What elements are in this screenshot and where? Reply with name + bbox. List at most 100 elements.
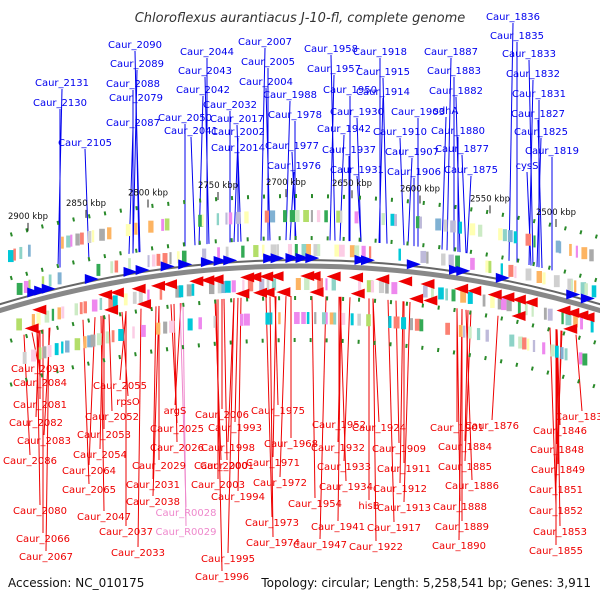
feature-box-3 xyxy=(270,312,273,325)
feature-box-3 xyxy=(325,312,328,325)
gene-label-bottom: Caur_1924 xyxy=(352,423,406,434)
forward-gene-arrow xyxy=(295,253,310,264)
gene-label-top: Caur_1976 xyxy=(267,161,321,172)
feature-box-3 xyxy=(314,312,317,325)
connector-top xyxy=(446,57,452,251)
feature-box-1 xyxy=(368,246,372,259)
gene-label-bottom: Caur_1932 xyxy=(311,443,365,454)
gene-label-bottom: Caur_1889 xyxy=(435,522,489,533)
feature-box-0 xyxy=(148,220,154,233)
feature-box-0 xyxy=(225,212,228,225)
gene-label-bottom: Caur_2082 xyxy=(9,418,63,429)
feature-box-2 xyxy=(159,287,163,300)
feature-box-3 xyxy=(61,341,64,354)
connector-bottom xyxy=(399,301,404,484)
gene-label-top: Caur_2089 xyxy=(110,59,164,70)
feature-box-3 xyxy=(409,318,414,331)
feature-box-2 xyxy=(44,310,50,323)
feature-box-2 xyxy=(208,282,215,295)
gene-label-top: Caur_1931 xyxy=(330,165,384,176)
feature-box-1 xyxy=(147,255,150,268)
forward-gene-arrow xyxy=(566,289,581,300)
reverse-gene-arrow xyxy=(375,274,390,285)
feature-box-2 xyxy=(147,289,150,302)
feature-box-2 xyxy=(423,285,428,298)
feature-box-1 xyxy=(361,245,366,258)
accession-label: Accession: NC_010175 xyxy=(8,576,144,590)
connector-top xyxy=(289,171,295,241)
gene-label-bottom: Caur_1890 xyxy=(432,541,486,552)
feature-box-2 xyxy=(431,286,434,299)
feature-box-1 xyxy=(156,253,161,266)
connector-top xyxy=(466,175,472,254)
feature-box-1 xyxy=(470,257,475,270)
feature-box-3 xyxy=(419,319,424,332)
scale-tick-label: 2500 kbp xyxy=(536,208,576,218)
feature-box-3 xyxy=(42,346,47,359)
connector-bottom xyxy=(372,298,377,542)
feature-box-1 xyxy=(553,275,560,288)
feature-box-0 xyxy=(443,219,448,232)
feature-box-3 xyxy=(518,336,523,349)
reverse-gene-arrow xyxy=(209,274,224,285)
connector-bottom xyxy=(237,297,242,492)
gene-label-bottom: Caur_1954 xyxy=(288,499,342,510)
feature-box-0 xyxy=(61,236,64,249)
feature-box-2 xyxy=(366,280,373,293)
feature-box-1 xyxy=(448,254,454,267)
feature-box-2 xyxy=(271,278,277,291)
feature-box-0 xyxy=(450,220,456,233)
gene-label-bottom: Caur_2033 xyxy=(111,548,165,559)
gene-label-bottom: Caur_2055 xyxy=(93,381,147,392)
reverse-gene-arrow xyxy=(276,287,291,298)
gene-label-bottom: Caur_2081 xyxy=(13,400,67,411)
connector-top xyxy=(265,87,271,241)
feature-tracks xyxy=(0,189,600,391)
feature-box-3 xyxy=(278,312,281,325)
gene-label-top: Caur_1882 xyxy=(429,86,483,97)
feature-box-3 xyxy=(341,312,346,325)
gene-label-bottom: Caur_1886 xyxy=(445,481,499,492)
feature-box-3 xyxy=(141,324,146,337)
gene-label-bottom: Caur_2084 xyxy=(13,378,67,389)
feature-box-2 xyxy=(501,298,507,311)
feature-box-3 xyxy=(458,324,463,337)
gene-label-bottom: Caur_1933 xyxy=(317,462,371,473)
gene-label-bottom: Caur_1952 xyxy=(312,420,366,431)
feature-box-0 xyxy=(469,223,476,236)
feature-box-0 xyxy=(228,212,233,225)
feature-box-3 xyxy=(578,352,583,365)
feature-box-3 xyxy=(301,312,306,325)
feature-box-0 xyxy=(415,216,420,229)
feature-box-2 xyxy=(83,301,87,314)
gene-label-bottom: Caur_1972 xyxy=(253,478,307,489)
gene-label-top: Caur_2050 xyxy=(158,113,212,124)
connector-top xyxy=(260,47,266,241)
feature-box-0 xyxy=(91,230,95,243)
gene-label-bottom: Caur_2083 xyxy=(17,436,71,447)
feature-box-1 xyxy=(426,251,429,264)
feature-box-3 xyxy=(445,322,450,335)
reverse-gene-arrow xyxy=(253,287,268,298)
feature-box-1 xyxy=(151,254,156,267)
feature-box-1 xyxy=(500,263,503,276)
forward-gene-arrow xyxy=(123,266,138,277)
connector-top xyxy=(291,151,297,241)
feature-box-1 xyxy=(41,276,45,289)
feature-box-3 xyxy=(111,330,115,343)
reverse-gene-arrow xyxy=(306,271,321,282)
feature-box-3 xyxy=(414,318,421,331)
gene-label-top: Caur_2131 xyxy=(35,78,89,89)
reverse-gene-arrow xyxy=(523,297,538,308)
connector-top xyxy=(356,175,362,242)
gene-label-bottom: Caur_1922 xyxy=(349,542,403,553)
forward-gene-arrow xyxy=(449,264,464,275)
feature-box-3 xyxy=(554,345,559,358)
feature-box-0 xyxy=(19,246,23,259)
feature-box-2 xyxy=(259,278,265,291)
feature-box-3 xyxy=(294,312,300,325)
feature-box-3 xyxy=(306,312,310,325)
forward-gene-arrow xyxy=(41,283,56,294)
feature-box-1 xyxy=(488,261,492,274)
feature-box-2 xyxy=(31,314,35,327)
